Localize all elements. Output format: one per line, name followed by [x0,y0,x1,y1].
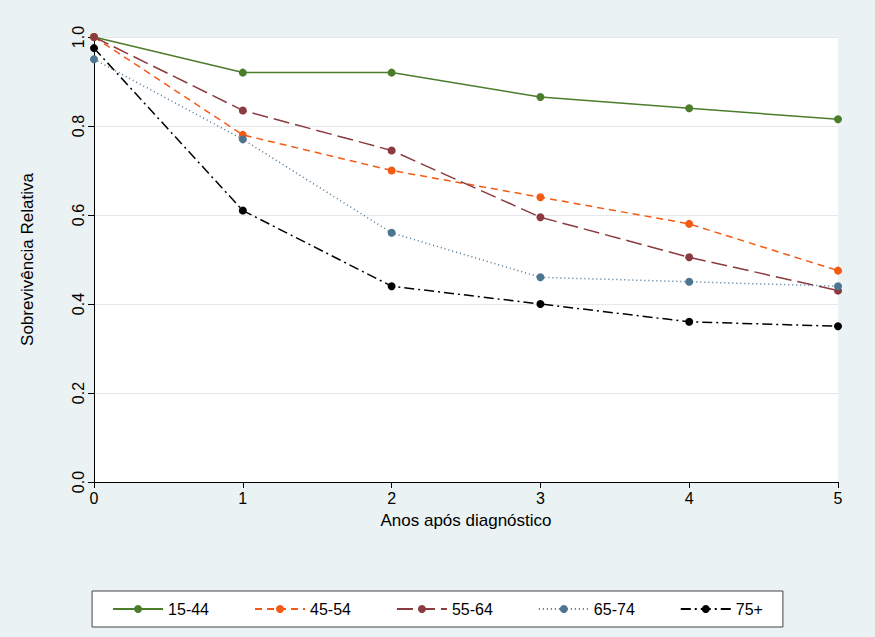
svg-text:4: 4 [685,490,694,507]
svg-text:0.4: 0.4 [70,293,87,315]
svg-text:Sobrevivência Relativa: Sobrevivência Relativa [18,172,37,345]
svg-text:0: 0 [90,490,99,507]
svg-text:0.0: 0.0 [70,471,87,493]
svg-text:0.6: 0.6 [70,204,87,226]
svg-text:65-74: 65-74 [594,601,635,618]
svg-text:55-64: 55-64 [452,601,493,618]
svg-text:75+: 75+ [736,601,763,618]
svg-text:45-54: 45-54 [310,601,351,618]
svg-text:1.0: 1.0 [70,26,87,48]
svg-text:3: 3 [536,490,545,507]
svg-text:1: 1 [238,490,247,507]
svg-text:0.2: 0.2 [70,382,87,404]
svg-text:0.8: 0.8 [70,115,87,137]
svg-text:2: 2 [387,490,396,507]
svg-text:Anos após diagnóstico: Anos após diagnóstico [380,511,551,530]
svg-text:15-44: 15-44 [168,601,209,618]
svg-text:5: 5 [834,490,843,507]
